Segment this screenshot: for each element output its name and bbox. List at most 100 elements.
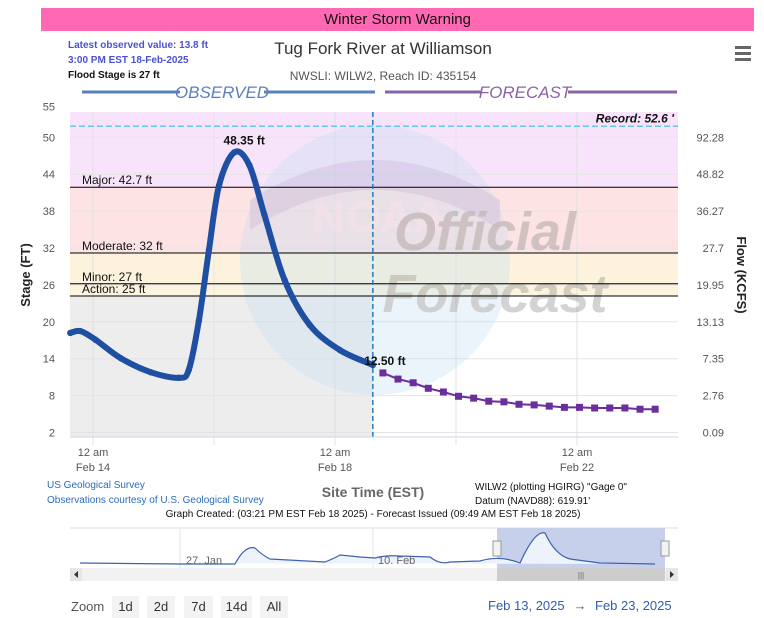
forecast-point [394,375,402,383]
forecast-point [591,404,599,412]
forecast-point [455,392,463,400]
observed-point [77,327,84,335]
observed-point [306,321,313,329]
navigator-left-handle[interactable] [492,540,502,557]
y-tick-label: 8 [49,391,55,403]
navigator-label-jan27: 27. Jan [186,555,222,567]
record-label: Record: 52.6 ' [596,111,675,125]
forecast-point [576,403,584,411]
forecast-point [606,404,614,412]
threshold-label-minor: Minor: 27 ft [82,270,143,284]
observed-point [336,346,344,354]
zoom-label: Zoom [71,599,104,614]
y2-tick-label: 48.82 [696,169,724,181]
flood-stage-text: Flood Stage is 27 ft [68,70,160,81]
graph-created-info: Graph Created: (03:21 PM EST Feb 18 2025… [166,509,581,520]
forecast-point [470,394,478,402]
range-from-date[interactable]: Feb 13, 2025 [488,598,565,613]
forecast-point [500,398,508,406]
forecast-point [651,405,659,413]
usgs-link[interactable]: US Geological Survey [47,480,145,491]
y-tick-label: 55 [43,102,55,114]
x-tick-date: Feb 18 [318,462,352,474]
legend-observed-label: OBSERVED [175,83,269,102]
navigator-series [79,532,656,565]
y-tick-label: 50 [43,132,55,144]
zoom-14d-button[interactable]: 14d [221,596,252,618]
threshold-label-major: Major: 42.7 ft [82,173,153,187]
observed-point [195,317,203,324]
y2-tick-label: 2.76 [703,391,724,403]
observed-point [205,246,213,254]
watermark-official: Official [394,202,577,262]
x-tick-label: 12 am [562,447,593,459]
forecast-point [424,384,432,392]
forecast-point [530,401,538,409]
axes: 55 50 92.28 44 48.82 38 36.27 32 27.7 26 19.95 20 13… [43,102,724,474]
forecast-point [485,397,493,405]
gage-info: WILW2 (plotting HGIRG) "Gage 0" [475,482,627,493]
hamburger-menu-icon[interactable] [735,46,751,61]
zoom-all-button[interactable]: All [260,596,288,618]
y2-axis-title: Flow (KCFS) [734,236,749,313]
noaa-logo-text: NOAA [311,193,446,242]
y-tick-label: 20 [43,317,55,329]
forecast-point [379,369,387,377]
svg-text:|||: ||| [578,571,584,580]
forecast-point [621,404,629,412]
x-tick-label: 12 am [78,447,109,459]
threshold-label-action: Action: 25 ft [82,282,146,296]
winter-storm-warning-banner[interactable]: Winter Storm Warning [41,8,754,31]
zoom-2d-button[interactable]: 2d [147,596,175,618]
chart-subtitle: NWSLI: WILW2, Reach ID: 435154 [290,69,477,83]
latest-observed-time: 3:00 PM EST 18-Feb-2025 [68,55,189,66]
x-tick-label: 12 am [320,447,351,459]
scroll-left-arrow-icon [74,571,78,578]
x-tick-date: Feb 14 [76,462,110,474]
forecast-point [636,405,644,413]
y-tick-label: 2 [49,428,55,440]
y2-tick-label: 7.35 [703,354,724,366]
chart-title: Tug Fork River at Williamson [274,39,492,58]
grid-lines [70,112,678,445]
navigator-label-feb10: 10. Feb [378,555,415,567]
forecast-point [545,402,553,410]
zoom-1d-button[interactable]: 1d [112,596,139,618]
observed-point [230,149,238,156]
y2-tick-label: 27.7 [703,243,724,255]
navigator-scrollbar-thumb[interactable] [497,568,665,581]
navigator[interactable]: 27. Jan 10. Feb ||| [70,527,678,581]
observed-point [92,336,99,343]
observed-point [185,366,192,374]
navigator-right-handle[interactable] [660,540,670,557]
band-observed-normal [70,296,373,437]
y2-tick-label: 0.09 [703,428,724,440]
x-tick-date: Feb 22 [560,462,594,474]
annotations: 48.35 ft 12.50 ft [223,133,405,367]
y-tick-label: 32 [43,243,55,255]
y-tick-label: 38 [43,206,55,218]
observed-point [261,211,268,219]
series-layer [67,148,659,413]
forecast-point [439,388,447,396]
zoom-7d-button[interactable]: 7d [184,596,213,618]
observed-point [369,361,377,369]
y2-tick-label: 92.28 [696,132,724,144]
peak-label-1: 12.50 ft [364,354,405,368]
legend-forecast[interactable]: FORECAST [385,83,677,102]
datum-info: Datum (NAVD88): 619.91' [475,496,590,507]
latest-observed-value: Latest observed value: 13.8 ft [68,40,209,51]
observed-point [67,329,74,337]
observed-point [117,354,124,362]
x-axis-title: Site Time (EST) [322,484,424,500]
usgs-courtesy-link[interactable]: Observations courtesy of U.S. Geological… [47,495,264,506]
y-tick-label: 44 [43,169,55,181]
y2-tick-label: 19.95 [696,280,724,292]
threshold-lines: Major: 42.7 ft Moderate: 32 ft Minor: 27 f… [70,111,678,437]
observed-point [215,182,223,189]
observed-point [246,161,253,169]
legend-observed[interactable]: OBSERVED [82,83,375,102]
scroll-right-arrow-icon [670,571,674,578]
range-to-date[interactable]: Feb 23, 2025 [595,598,672,613]
